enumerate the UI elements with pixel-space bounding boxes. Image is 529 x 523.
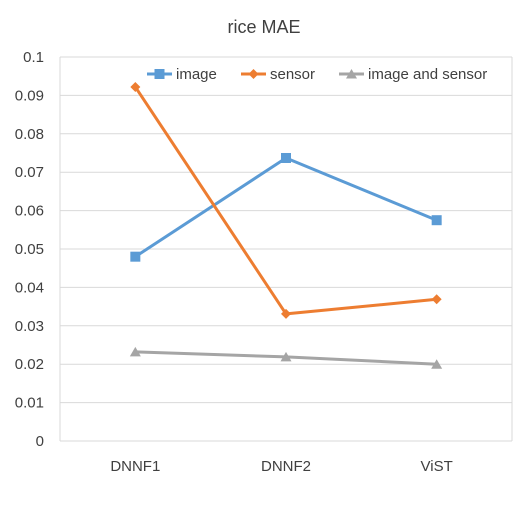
legend-item: image — [147, 66, 217, 83]
series-image-and-sensor — [129, 346, 443, 369]
data-point — [431, 215, 442, 226]
data-point — [130, 251, 141, 262]
legend-item: sensor — [241, 66, 315, 83]
y-tick-label: 0.01 — [15, 395, 44, 412]
x-tick-label: DNNF2 — [261, 458, 311, 475]
y-tick-label: 0.07 — [15, 164, 44, 181]
data-point — [130, 81, 141, 92]
legend-marker — [248, 69, 259, 79]
data-point — [431, 359, 443, 369]
legend-label: sensor — [270, 66, 315, 83]
data-point — [431, 294, 442, 305]
series-image — [130, 152, 442, 262]
x-tick-label: DNNF1 — [110, 458, 160, 475]
series-sensor — [130, 81, 442, 319]
legend-label: image — [176, 66, 217, 83]
y-tick-label: 0.04 — [15, 279, 44, 296]
data-point — [281, 152, 291, 163]
y-tick-label: 0.02 — [15, 356, 44, 373]
y-tick-label: 0.05 — [15, 241, 44, 258]
x-axis-ticks: DNNF1 DNNF2 ViST — [110, 458, 452, 475]
data-point — [129, 346, 141, 357]
gridlines — [59, 56, 513, 442]
legend-marker — [346, 69, 357, 79]
x-tick-label: ViST — [421, 458, 453, 475]
data-point — [280, 351, 292, 362]
y-tick-label: 0.06 — [15, 203, 44, 220]
y-tick-label: 0.09 — [15, 87, 44, 104]
legend-label: image and sensor — [368, 66, 487, 83]
y-axis-ticks: 0 0.01 0.02 0.03 0.04 0.05 0.06 0.07 0.08 0.09 0.1 — [15, 49, 44, 450]
series-group — [129, 81, 443, 369]
y-tick-label: 0.03 — [15, 318, 44, 335]
legend-item: image and sensor — [339, 66, 487, 83]
legend: image sensor image and sensor — [147, 66, 487, 83]
y-tick-label: 0.1 — [23, 49, 44, 66]
legend-marker — [154, 69, 165, 79]
chart-title: rice MAE — [227, 17, 300, 37]
y-tick-label: 0 — [36, 433, 44, 450]
y-tick-label: 0.08 — [15, 126, 44, 143]
data-point — [281, 308, 291, 319]
